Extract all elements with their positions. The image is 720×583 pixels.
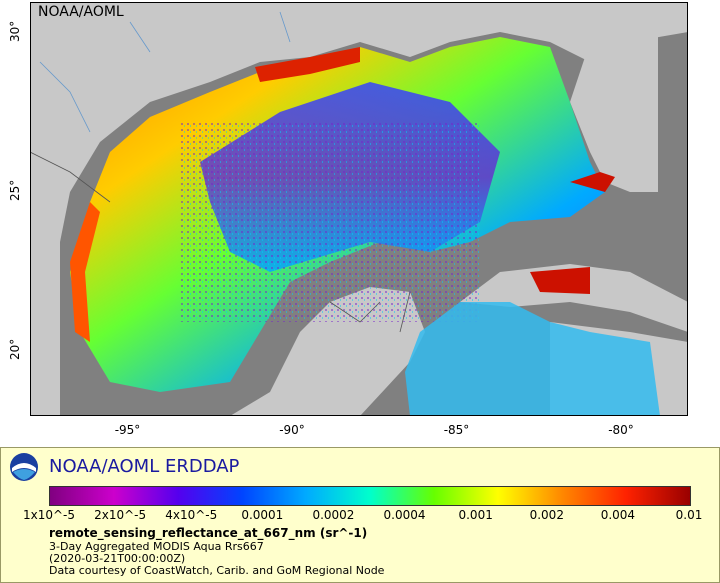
dataset-title: 3-Day Aggregated MODIS Aqua Rrs667	[49, 540, 264, 553]
country-border	[30, 151, 411, 333]
colorbar	[49, 486, 691, 506]
coastal-high-reflectance-cuba	[530, 267, 590, 294]
reflectance-field-south	[405, 302, 660, 416]
colorbar-tick-label: 0.002	[529, 508, 564, 522]
river	[39, 11, 291, 133]
colorbar-tick-label: 0.0001	[241, 508, 284, 522]
lon-tick-label: -95°	[114, 423, 141, 437]
lat-tick-label: 30°	[8, 20, 22, 42]
map-image	[30, 2, 688, 416]
colorbar-tick-label: 0.0002	[312, 508, 355, 522]
reflectance-speckle	[180, 122, 480, 322]
legend-panel: NOAA/AOML ERDDAP 1x10^-5 2x10^-5 4x10^-5 0.…	[0, 447, 720, 583]
lon-tick-label: -85°	[443, 423, 470, 437]
lat-tick-label: 20°	[8, 339, 22, 361]
data-credit: Data courtesy of CoastWatch, Carib. and …	[49, 564, 385, 577]
map-label: NOAA/AOML	[38, 4, 124, 20]
land-florida	[570, 22, 658, 192]
lon-tick-label: -90°	[279, 423, 305, 437]
time-stamp: (2020-03-21T00:00:00Z)	[49, 552, 186, 565]
coastal-high-reflectance-west	[70, 202, 100, 342]
colorbar-tick-label: 1x10^-5	[22, 508, 76, 522]
legend-title: NOAA/AOML ERDDAP	[49, 456, 240, 477]
coastal-high-reflectance-florida	[570, 172, 615, 192]
variable-name: remote_sensing_reflectance_at_667_nm (sr…	[49, 526, 368, 540]
colorbar-tick-label: 2x10^-5	[94, 508, 147, 522]
colorbar-tick-label: 0.01	[675, 508, 703, 522]
colorbar-tick-label: 4x10^-5	[165, 508, 218, 522]
colorbar-tick-label: 0.0004	[383, 508, 426, 522]
colorbar-tick-label: 0.004	[600, 508, 636, 522]
lon-tick-label: -80°	[608, 423, 634, 437]
coastal-high-reflectance	[255, 47, 360, 82]
lat-tick-label: 25°	[8, 179, 22, 202]
land-cuba	[460, 264, 688, 332]
colorbar-tick-label: 0.001	[458, 508, 493, 522]
noaa-logo-icon	[10, 453, 38, 481]
map-panel	[30, 2, 688, 416]
map-frame	[30, 2, 688, 416]
